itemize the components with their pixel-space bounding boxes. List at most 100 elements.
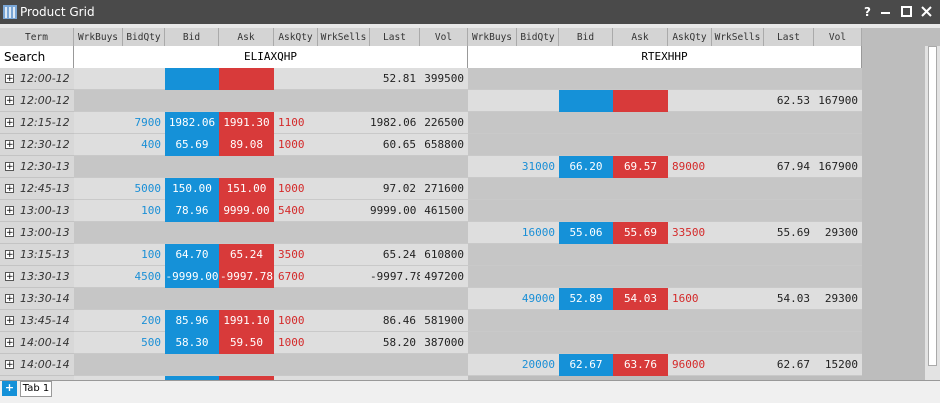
app-icon xyxy=(3,5,17,19)
add-tab-button[interactable]: + xyxy=(2,381,17,396)
ask-cell[interactable] xyxy=(219,112,274,134)
askqty: 89000 xyxy=(672,160,706,173)
bid-cell[interactable] xyxy=(559,156,613,178)
term-cell xyxy=(0,288,74,310)
term-cell xyxy=(0,68,74,90)
bid: 150.00 xyxy=(172,182,212,195)
window-controls[interactable] xyxy=(878,5,938,19)
expand-icon[interactable]: + xyxy=(5,316,14,325)
expand-icon[interactable]: + xyxy=(5,360,14,369)
term-header: Term xyxy=(0,28,74,46)
last: 62.67 xyxy=(776,358,810,371)
expand-icon[interactable]: + xyxy=(5,250,14,259)
search-box[interactable]: Search xyxy=(0,46,74,68)
column-header: BidQty xyxy=(123,28,165,46)
bid-cell[interactable] xyxy=(559,90,613,112)
column-header: BidQty xyxy=(517,28,559,46)
bidqty: 200 xyxy=(141,314,161,327)
expand-icon[interactable]: + xyxy=(5,272,14,281)
expand-icon[interactable]: + xyxy=(5,118,14,127)
term: 12:00-12 xyxy=(20,94,70,107)
ask-cell[interactable] xyxy=(219,200,274,222)
bidqty: 5000 xyxy=(134,182,162,195)
ask: 1991.10 xyxy=(223,314,270,327)
ask: 151.00 xyxy=(226,182,267,195)
tab[interactable]: Tab 1 xyxy=(20,381,52,397)
bid-cell[interactable] xyxy=(165,310,219,332)
term-cell xyxy=(0,376,74,380)
bid-cell[interactable] xyxy=(165,68,219,90)
bid: 62.67 xyxy=(569,358,603,371)
askqty: 1000 xyxy=(278,336,305,349)
term-cell xyxy=(0,244,74,266)
ask: -9997.78 xyxy=(220,270,273,283)
ask-cell[interactable] xyxy=(613,90,668,112)
expand-icon[interactable]: + xyxy=(5,96,14,105)
ask-cell xyxy=(219,376,274,380)
bid-cell[interactable] xyxy=(165,134,219,156)
ask-cell[interactable] xyxy=(219,134,274,156)
row-bg xyxy=(468,112,862,134)
bid-cell[interactable] xyxy=(165,332,219,354)
ask-cell[interactable] xyxy=(219,244,274,266)
vol: 387000 xyxy=(424,336,464,349)
term: 13:45-14 xyxy=(20,314,70,327)
ask-cell[interactable] xyxy=(219,310,274,332)
vol: 226500 xyxy=(424,116,464,129)
bid-cell[interactable] xyxy=(559,354,613,376)
row-bg xyxy=(468,310,862,332)
expand-icon[interactable]: + xyxy=(5,140,14,149)
row-bg xyxy=(74,90,468,112)
expand-icon[interactable]: + xyxy=(5,206,14,215)
ask: 55.69 xyxy=(623,226,658,239)
bid-cell[interactable] xyxy=(165,178,219,200)
row-bg xyxy=(74,354,468,376)
expand-icon[interactable]: + xyxy=(5,228,14,237)
expand-icon[interactable]: + xyxy=(5,184,14,193)
bid: 66.20 xyxy=(569,160,603,173)
bid-cell[interactable] xyxy=(165,266,219,288)
bid-cell[interactable] xyxy=(165,244,219,266)
expand-icon[interactable]: + xyxy=(5,74,14,83)
bid-cell[interactable] xyxy=(559,222,613,244)
bid: 58.30 xyxy=(175,336,209,349)
ask-cell[interactable] xyxy=(219,68,274,90)
vol: 167900 xyxy=(818,160,858,173)
ask-cell[interactable] xyxy=(219,178,274,200)
ask: 69.57 xyxy=(623,160,658,173)
expand-icon[interactable]: + xyxy=(5,162,14,171)
askqty: 1100 xyxy=(278,116,305,129)
expand-icon[interactable]: + xyxy=(5,338,14,347)
ask-cell[interactable] xyxy=(219,266,274,288)
ask-cell[interactable] xyxy=(613,156,668,178)
bid-cell[interactable] xyxy=(165,200,219,222)
term-cell xyxy=(0,200,74,222)
ask: 1991.30 xyxy=(223,116,270,129)
bidqty: 500 xyxy=(141,336,161,349)
help-button[interactable]: ? xyxy=(864,5,871,19)
term-cell xyxy=(0,112,74,134)
ask-cell[interactable] xyxy=(613,288,668,310)
term-cell xyxy=(0,90,74,112)
row-bg xyxy=(468,244,862,266)
column-header: Ask xyxy=(219,28,274,46)
term: 14:00-14 xyxy=(20,358,70,371)
ask-cell[interactable] xyxy=(613,222,668,244)
expand-icon[interactable]: + xyxy=(5,294,14,303)
bid-cell[interactable] xyxy=(165,112,219,134)
term-cell xyxy=(0,178,74,200)
scroll-thumb[interactable] xyxy=(928,46,937,366)
bidqty: 31000 xyxy=(521,160,555,173)
term-cell xyxy=(0,310,74,332)
bid-cell[interactable] xyxy=(559,288,613,310)
term-cell xyxy=(0,354,74,376)
last: 97.02 xyxy=(382,182,416,195)
ask-cell[interactable] xyxy=(219,332,274,354)
ask: 54.03 xyxy=(623,292,658,305)
bid-cell xyxy=(165,376,219,380)
column-header: AskQty xyxy=(274,28,318,46)
bidqty: 49000 xyxy=(521,292,555,305)
ask-cell[interactable] xyxy=(613,354,668,376)
vol: 461500 xyxy=(424,204,464,217)
bid: 85.96 xyxy=(175,314,209,327)
